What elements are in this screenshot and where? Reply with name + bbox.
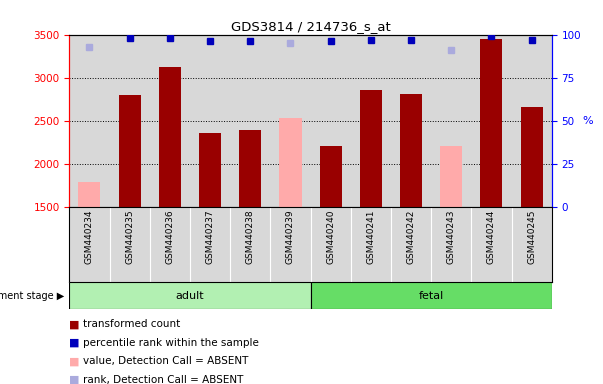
Text: ■: ■ [69, 356, 80, 366]
Text: development stage ▶: development stage ▶ [0, 291, 65, 301]
Bar [311, 282, 552, 309]
Text: ■: ■ [69, 319, 80, 329]
Bar [481, 39, 502, 207]
Text: GSM440240: GSM440240 [326, 210, 335, 264]
Text: ■: ■ [69, 338, 80, 348]
Bar [199, 132, 221, 207]
Text: fetal: fetal [418, 291, 444, 301]
Text: GSM440242: GSM440242 [406, 210, 415, 264]
Text: GSM440236: GSM440236 [165, 210, 174, 264]
Bar [239, 131, 261, 207]
Text: GSM440237: GSM440237 [206, 210, 215, 264]
Text: GSM440243: GSM440243 [447, 210, 456, 264]
Bar [360, 90, 382, 207]
Text: value, Detection Call = ABSENT: value, Detection Call = ABSENT [83, 356, 248, 366]
Text: GSM440238: GSM440238 [246, 210, 254, 264]
Text: GSM440241: GSM440241 [367, 210, 375, 264]
Title: GDS3814 / 214736_s_at: GDS3814 / 214736_s_at [231, 20, 390, 33]
Text: GSM440244: GSM440244 [487, 210, 496, 264]
Bar [520, 107, 543, 207]
Bar [279, 118, 302, 207]
Text: GSM440239: GSM440239 [286, 210, 295, 264]
Text: ■: ■ [69, 375, 80, 384]
Bar [159, 67, 181, 207]
Bar [69, 282, 311, 309]
Bar [400, 94, 422, 207]
Text: rank, Detection Call = ABSENT: rank, Detection Call = ABSENT [83, 375, 243, 384]
Text: GSM440234: GSM440234 [85, 210, 94, 264]
Text: GSM440235: GSM440235 [125, 210, 134, 264]
Bar [440, 146, 463, 207]
Y-axis label: %: % [582, 116, 593, 126]
Text: adult: adult [175, 291, 204, 301]
Text: GSM440245: GSM440245 [527, 210, 536, 264]
Text: transformed count: transformed count [83, 319, 180, 329]
Text: percentile rank within the sample: percentile rank within the sample [83, 338, 259, 348]
Bar [78, 182, 101, 207]
Bar [119, 95, 140, 207]
Bar [320, 146, 342, 207]
